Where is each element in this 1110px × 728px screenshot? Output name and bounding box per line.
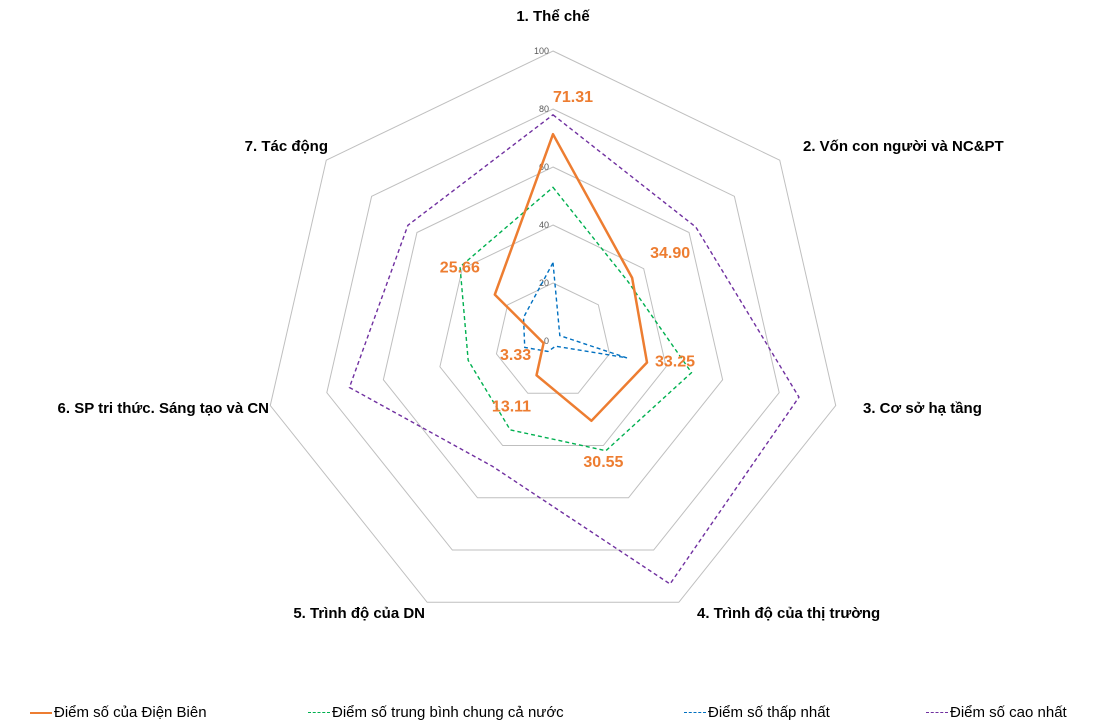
radar-grid	[269, 50, 837, 603]
axis-label-4: 4. Trình độ của thị trường	[697, 605, 880, 622]
tick-label-100: 100	[534, 46, 549, 56]
legend-label-dien-bien: Điểm số của Điện Biên	[54, 704, 207, 721]
data-label-axis-3: 33.25	[655, 353, 695, 370]
axis-label-2: 2. Vốn con người và NC&PT	[803, 138, 1004, 155]
grid-ring-60	[382, 166, 724, 499]
series-national-average	[459, 186, 693, 452]
legend-swatch-national-average	[308, 712, 330, 713]
grid-ring-20	[495, 282, 611, 394]
data-label-axis-5: 13.11	[492, 398, 531, 415]
legend-label-lowest: Điểm số thấp nhất	[708, 704, 830, 721]
legend-item-national-average: Điểm số trung bình chung cả nước	[308, 704, 564, 721]
radar-series	[348, 114, 800, 585]
axis-label-7: 7. Tác động	[245, 138, 328, 155]
legend-label-highest: Điểm số cao nhất	[950, 704, 1067, 721]
tick-label-0: 0	[544, 336, 549, 346]
legend-swatch-lowest	[684, 712, 706, 713]
tick-label-20: 20	[539, 278, 549, 288]
legend-item-highest: Điểm số cao nhất	[926, 704, 1067, 721]
radar-axis-labels: 1. Thể chế 2. Vốn con người và NC&PT 3. Cơ…	[58, 8, 1004, 622]
axis-label-6: 6. SP tri thức. Sáng tạo và CN	[58, 400, 269, 417]
grid-ring-80	[326, 108, 780, 551]
tick-label-40: 40	[539, 220, 549, 230]
radar-data-labels: 71.31 34.90 33.25 30.55 13.11 3.33 25.66	[440, 89, 695, 471]
legend-swatch-highest	[926, 712, 948, 713]
legend-item-lowest: Điểm số thấp nhất	[684, 704, 830, 721]
data-label-axis-2: 34.90	[650, 245, 690, 262]
legend-item-dien-bien: Điểm số của Điện Biên	[30, 704, 207, 721]
axis-label-5: 5. Trình độ của DN	[293, 605, 425, 622]
tick-label-60: 60	[539, 162, 549, 172]
data-label-axis-6: 3.33	[500, 347, 531, 364]
data-label-axis-7: 25.66	[440, 260, 480, 277]
axis-label-1: 1. Thể chế	[516, 8, 590, 25]
legend-swatch-dien-bien	[30, 711, 52, 714]
grid-ring-100	[269, 50, 837, 603]
radar-tick-labels: 0 20 40 60 80 100	[534, 46, 549, 346]
grid-ring-40	[439, 224, 667, 447]
axis-label-3: 3. Cơ sở hạ tầng	[863, 400, 982, 417]
radar-chart: 0 20 40 60 80 100 1. Thể chế 2. Vốn con người …	[58, 8, 1004, 622]
tick-label-80: 80	[539, 104, 549, 114]
series-lowest	[522, 262, 628, 359]
legend-label-national-average: Điểm số trung bình chung cả nước	[332, 704, 564, 721]
data-label-axis-1: 71.31	[553, 89, 593, 106]
chart-legend: Điểm số của Điện Biên Điểm số trung bình…	[0, 704, 1110, 726]
series-highest	[348, 114, 800, 585]
data-label-axis-4: 30.55	[583, 454, 623, 471]
series-dien-bien	[493, 132, 649, 423]
